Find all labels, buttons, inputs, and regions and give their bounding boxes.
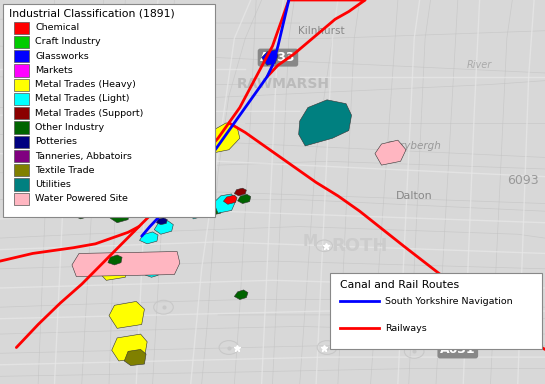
Text: A631: A631 [440,343,476,356]
Text: ROTH: ROTH [331,237,388,255]
Polygon shape [75,209,89,219]
Text: Craft Industry: Craft Industry [35,37,101,46]
Polygon shape [262,50,278,65]
Bar [14,79,29,91]
Text: Metal Trades (Heavy): Metal Trades (Heavy) [35,80,136,89]
Polygon shape [99,261,128,280]
Text: Metal Trades (Support): Metal Trades (Support) [35,109,144,118]
Text: RAWMARSH: RAWMARSH [237,78,330,91]
Bar [14,121,29,134]
Bar [14,193,29,205]
Bar [14,50,29,62]
Polygon shape [234,290,248,300]
Text: Other Industry: Other Industry [35,123,105,132]
Polygon shape [208,205,222,215]
Polygon shape [140,232,158,244]
Polygon shape [110,207,130,223]
Text: Utilities: Utilities [35,180,71,189]
Polygon shape [109,301,144,328]
Polygon shape [72,252,180,276]
Bar [14,150,29,162]
Text: South Yorkshire Navigation: South Yorkshire Navigation [385,297,513,306]
Bar [14,22,29,34]
Text: A633: A633 [260,51,296,64]
Bar [14,136,29,148]
Text: Markets: Markets [35,66,73,75]
Polygon shape [132,191,152,207]
Bar [330,273,542,349]
Polygon shape [154,221,173,234]
Text: Canal and Rail Routes: Canal and Rail Routes [340,280,459,290]
Polygon shape [124,349,146,366]
Bar [14,64,29,76]
Text: Thrybergh: Thrybergh [387,141,441,151]
Text: River: River [467,60,492,70]
Bar [14,36,29,48]
Polygon shape [157,169,177,188]
Bar [3,4,215,217]
Text: Dalton: Dalton [396,191,433,201]
Text: Glassworks: Glassworks [35,52,89,61]
Text: 6093: 6093 [507,174,539,187]
Polygon shape [375,140,406,165]
Text: Water Powered Site: Water Powered Site [35,194,128,204]
Text: Railways: Railways [385,324,427,333]
Text: Industrial Classification (1891): Industrial Classification (1891) [9,8,175,18]
Text: Textile Trade: Textile Trade [35,166,95,175]
Text: Potteries: Potteries [35,137,77,146]
Polygon shape [204,123,240,154]
Bar [14,93,29,105]
Polygon shape [160,259,174,269]
Text: Metal Trades (Light): Metal Trades (Light) [35,94,130,103]
Text: M: M [303,234,318,250]
Polygon shape [156,218,167,225]
Bar [14,179,29,191]
Bar [14,107,29,119]
Text: Kilnhurst: Kilnhurst [298,26,345,36]
Text: Chemical: Chemical [35,23,80,32]
Polygon shape [112,334,147,361]
Polygon shape [238,194,251,204]
Polygon shape [108,255,122,265]
Polygon shape [214,194,235,213]
Polygon shape [234,188,246,196]
Polygon shape [145,268,159,277]
Polygon shape [223,195,237,204]
Bar [14,164,29,177]
Text: Tanneries, Abbatoirs: Tanneries, Abbatoirs [35,152,132,161]
Polygon shape [299,100,352,146]
Polygon shape [188,205,207,219]
